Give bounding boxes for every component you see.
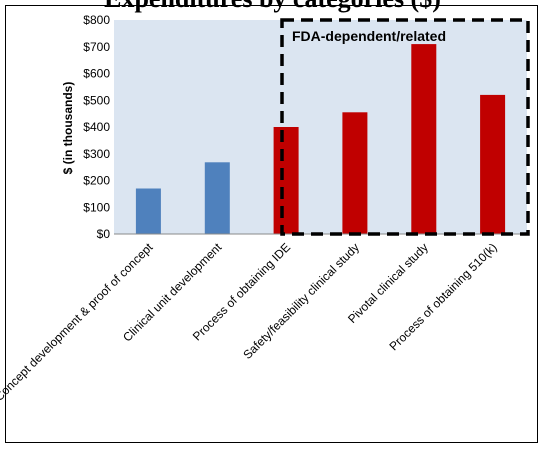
y-tick-label: $800: [83, 13, 110, 27]
page-title: Expenditures by categories ($): [0, 0, 545, 13]
y-tick-label: $100: [83, 200, 110, 214]
y-tick-label: $500: [83, 93, 110, 107]
bar-2: [273, 127, 299, 234]
y-tick-label: $700: [83, 40, 110, 54]
chart-frame: [5, 5, 538, 443]
fda-dependent-box: [280, 18, 530, 236]
bar-0: [135, 188, 161, 234]
y-axis-label: $ (in thousands): [61, 82, 75, 175]
bar-4: [411, 44, 437, 234]
bar-3: [342, 112, 368, 234]
y-tick-label: $0: [97, 227, 111, 241]
y-tick-label: $400: [83, 120, 110, 134]
y-tick-label: $200: [83, 174, 110, 188]
page-title-clip: Expenditures by categories ($): [0, 0, 545, 13]
y-tick-label: $300: [83, 147, 110, 161]
bar-5: [480, 94, 506, 235]
y-tick-label: $600: [83, 67, 110, 81]
plot-area: [114, 20, 527, 234]
bar-1: [204, 162, 230, 234]
x-category-label: Safety/feasibility clinical study: [240, 240, 362, 362]
fda-dependent-label: FDA-dependent/related: [292, 28, 446, 44]
